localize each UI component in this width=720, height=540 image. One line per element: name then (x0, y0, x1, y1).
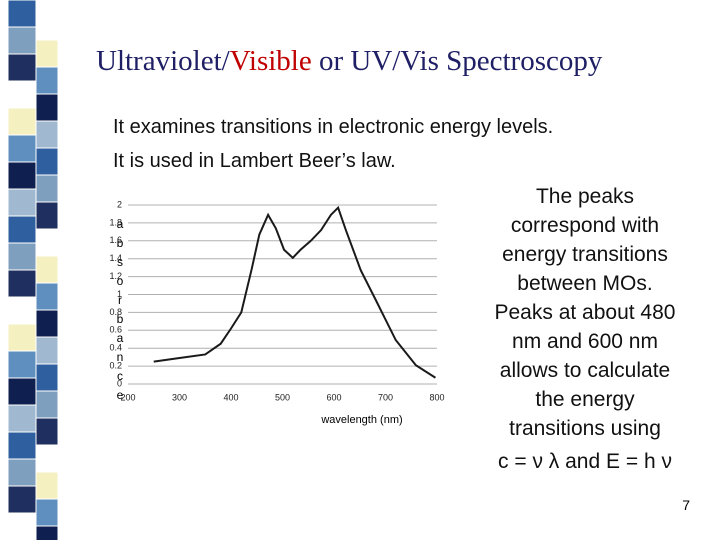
x-tick-label: 700 (378, 392, 393, 402)
side-text: allows to calculate (500, 359, 670, 382)
decor-block (7, 377, 37, 406)
decor-block (7, 404, 37, 433)
decor-block (35, 363, 59, 392)
y-tick-label: 0.4 (109, 343, 122, 353)
x-tick-label: 600 (326, 392, 341, 402)
y-tick-label: 2 (117, 199, 122, 209)
y-tick-label: 0.2 (109, 360, 122, 370)
decor-block (35, 255, 59, 284)
decor-block (7, 431, 37, 460)
y-tick-label: 1.2 (109, 271, 122, 281)
x-axis-label: wavelength (nm) (320, 414, 402, 426)
decor-block (7, 134, 37, 163)
decor-block (35, 66, 59, 95)
decor-block (7, 0, 37, 28)
y-tick-label: 1 (117, 289, 122, 299)
decor-block (7, 242, 37, 271)
decor-block (35, 498, 59, 527)
title-part: Ultraviolet/ (96, 45, 231, 77)
decor-block (35, 525, 59, 540)
decor-block (7, 323, 37, 352)
decor-block (35, 309, 59, 338)
y-tick-label: 1.4 (109, 253, 122, 263)
decor-block (35, 228, 59, 257)
decor-block (7, 512, 37, 540)
x-tick-label: 400 (223, 392, 238, 402)
y-tick-label: 0.6 (109, 325, 122, 335)
side-text: c = ν λ and E = h ν (498, 450, 672, 473)
y-tick-label: 0.8 (109, 307, 122, 317)
decor-block (35, 39, 59, 68)
decor-block (7, 485, 37, 514)
side-text: correspond with (511, 214, 659, 237)
y-axis-label: absorbance (113, 217, 127, 407)
decor-block (7, 350, 37, 379)
decor-block (7, 188, 37, 217)
x-tick-label: 300 (172, 392, 187, 402)
x-tick-label: 500 (275, 392, 290, 402)
decor-block (35, 174, 59, 203)
bullet: It examines transitions in electronic en… (113, 116, 553, 138)
decor-block (35, 93, 59, 122)
decor-block (7, 458, 37, 487)
side-text: energy transitions (502, 243, 668, 266)
side-text: the energy (535, 388, 635, 411)
decor-block (7, 296, 37, 325)
side-text: Peaks at about 480 (495, 301, 676, 324)
decor-block (35, 471, 59, 500)
decor-block (7, 161, 37, 190)
side-text: The peaks (536, 185, 634, 208)
x-tick-label: 200 (120, 392, 135, 402)
decor-block (35, 201, 59, 230)
y-tick-label: 1.6 (109, 235, 122, 245)
decor-block (35, 444, 59, 473)
decor-block (35, 147, 59, 176)
bullet: It is used in Lambert Beer’s law. (113, 150, 396, 172)
decor-block (7, 107, 37, 136)
decor-block (7, 80, 37, 109)
y-tick-label: 1.8 (109, 217, 122, 227)
decor-block (35, 390, 59, 419)
x-tick-label: 800 (429, 392, 444, 402)
decor-block (35, 282, 59, 311)
side-text: transitions using (509, 417, 661, 440)
decor-block (7, 26, 37, 55)
side-text: nm and 600 nm (512, 330, 658, 353)
decor-block (35, 120, 59, 149)
decor-block (35, 12, 59, 41)
title-part: or UV/Vis Spectroscopy (312, 45, 603, 77)
title: Ultraviolet/Visible or UV/Vis Spectrosco… (96, 45, 603, 77)
y-tick-label: 0 (117, 378, 122, 388)
decor-block (7, 215, 37, 244)
decor-block (7, 269, 37, 298)
decor-block (35, 336, 59, 365)
title-part: Visible (230, 45, 312, 77)
side-text: between MOs. (517, 272, 652, 295)
data-line (153, 205, 436, 379)
decor-block (7, 53, 37, 82)
decor-block (35, 417, 59, 446)
page-number: 7 (682, 497, 690, 513)
decor-stripes (7, 0, 59, 540)
